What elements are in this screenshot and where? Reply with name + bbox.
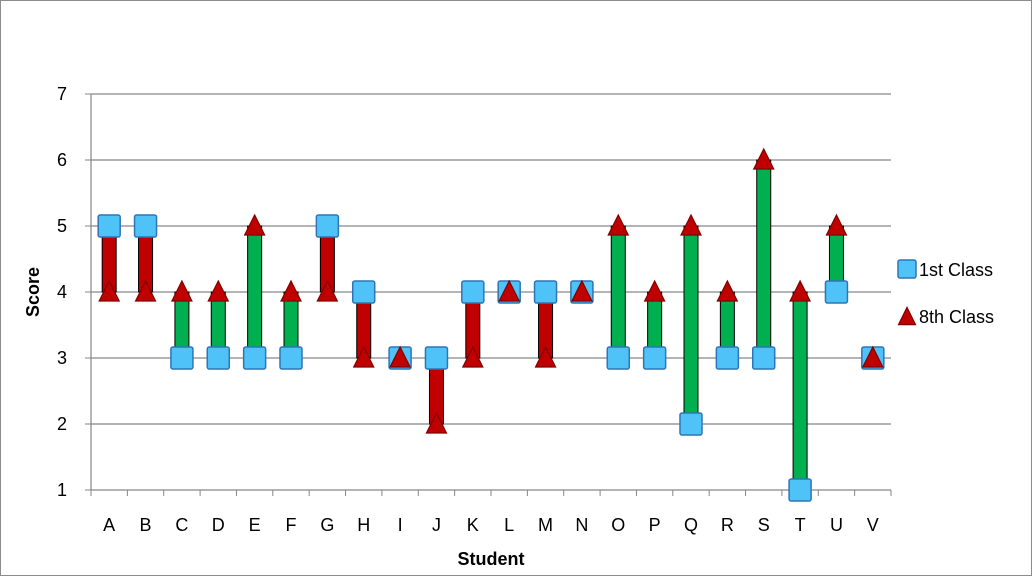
first-class-marker-C (170, 346, 194, 370)
eighth-class-marker-C (170, 279, 193, 302)
x-tick-label-E: E (249, 515, 261, 535)
x-tick-label-P: P (649, 515, 661, 535)
eighth-class-marker-O (607, 213, 630, 236)
eighth-class-marker-A (98, 279, 121, 302)
x-tick-label-O: O (611, 515, 625, 535)
eighth-class-marker-D (207, 279, 230, 302)
eighth-class-marker-P (643, 279, 666, 302)
first-class-marker-U (824, 280, 849, 304)
y-tick-label-6: 6 (57, 150, 67, 170)
eighth-class-marker-E (243, 213, 266, 236)
y-tick-label-5: 5 (57, 216, 67, 236)
y-tick-label-2: 2 (57, 414, 67, 434)
eighth-class-marker-Q (680, 213, 702, 236)
data-markers (97, 147, 885, 502)
eighth-class-marker-I (389, 345, 412, 368)
eighth-class-marker-F (280, 279, 302, 302)
x-tick-label-K: K (467, 515, 479, 535)
change-bar-T (792, 291, 808, 491)
change-bar-E (247, 225, 263, 359)
x-tick-label-I: I (398, 515, 403, 535)
first-class-marker-T (788, 478, 812, 502)
change-bar-S (756, 159, 772, 359)
y-tick-label-7: 7 (57, 84, 67, 104)
first-class-marker-K (461, 280, 485, 304)
change-bars (101, 159, 844, 491)
legend-label-8th-class: 8th Class (919, 307, 994, 327)
first-class-marker-F (279, 346, 303, 370)
eighth-class-marker-G (316, 279, 339, 302)
x-tick-label-T: T (795, 515, 806, 535)
eighth-class-marker-K (461, 345, 484, 368)
x-tick-label-D: D (212, 515, 225, 535)
legend-label-1st-class: 1st Class (919, 260, 993, 280)
y-tick-label-3: 3 (57, 348, 67, 368)
x-axis-title: Student (458, 549, 525, 569)
x-tick-label-M: M (538, 515, 553, 535)
first-class-marker-R (715, 346, 740, 370)
eighth-class-marker-M (534, 345, 557, 368)
eighth-class-marker-L (498, 279, 521, 302)
first-class-marker-Q (679, 412, 703, 436)
eighth-class-marker-J (425, 411, 448, 434)
eighth-class-marker-N (570, 279, 593, 302)
x-tick-label-G: G (320, 515, 334, 535)
first-class-marker-A (97, 214, 121, 238)
first-class-marker-G (315, 214, 340, 238)
first-class-marker-J (424, 346, 449, 370)
first-class-marker-S (751, 346, 776, 370)
x-tick-label-V: V (867, 515, 879, 535)
change-bar-Q (683, 225, 699, 425)
eighth-class-marker-U (825, 213, 848, 236)
x-tick-label-J: J (432, 515, 441, 535)
eighth-class-marker-R (716, 279, 739, 302)
first-class-marker-D (206, 346, 231, 370)
first-class-marker-H (351, 280, 376, 304)
x-tick-label-S: S (758, 515, 770, 535)
first-class-marker-O (606, 346, 631, 370)
axes (85, 93, 892, 496)
legend-marker-8th-class (897, 305, 917, 326)
legend: 1st Class 8th Class (897, 259, 994, 327)
eighth-class-marker-H (352, 345, 375, 368)
eighth-class-marker-B (134, 279, 157, 302)
tick-labels: 1 2 3 4 5 6 7 A B C D E F G H I J K L M N O P Q R S T U V (57, 84, 879, 535)
eighth-class-marker-V (861, 345, 884, 368)
first-class-marker-M (533, 280, 558, 304)
x-tick-label-F: F (286, 515, 297, 535)
x-tick-label-N: N (575, 515, 588, 535)
change-bar-O (610, 225, 626, 359)
first-class-marker-P (642, 346, 667, 370)
x-tick-label-C: C (175, 515, 188, 535)
x-tick-label-A: A (103, 515, 115, 535)
eighth-class-marker-S (752, 147, 775, 170)
eighth-class-marker-T (789, 279, 812, 302)
x-tick-label-Q: Q (684, 515, 698, 535)
first-class-marker-B (133, 214, 158, 238)
x-tick-label-H: H (357, 515, 370, 535)
y-tick-label-1: 1 (57, 480, 67, 500)
y-axis-title: Score (23, 267, 43, 317)
x-tick-label-B: B (140, 515, 152, 535)
x-tick-label-U: U (830, 515, 843, 535)
x-tick-label-R: R (721, 515, 734, 535)
y-tick-label-4: 4 (57, 282, 67, 302)
x-tick-label-L: L (504, 515, 514, 535)
legend-marker-1st-class (897, 259, 917, 279)
first-class-marker-E (242, 346, 267, 370)
